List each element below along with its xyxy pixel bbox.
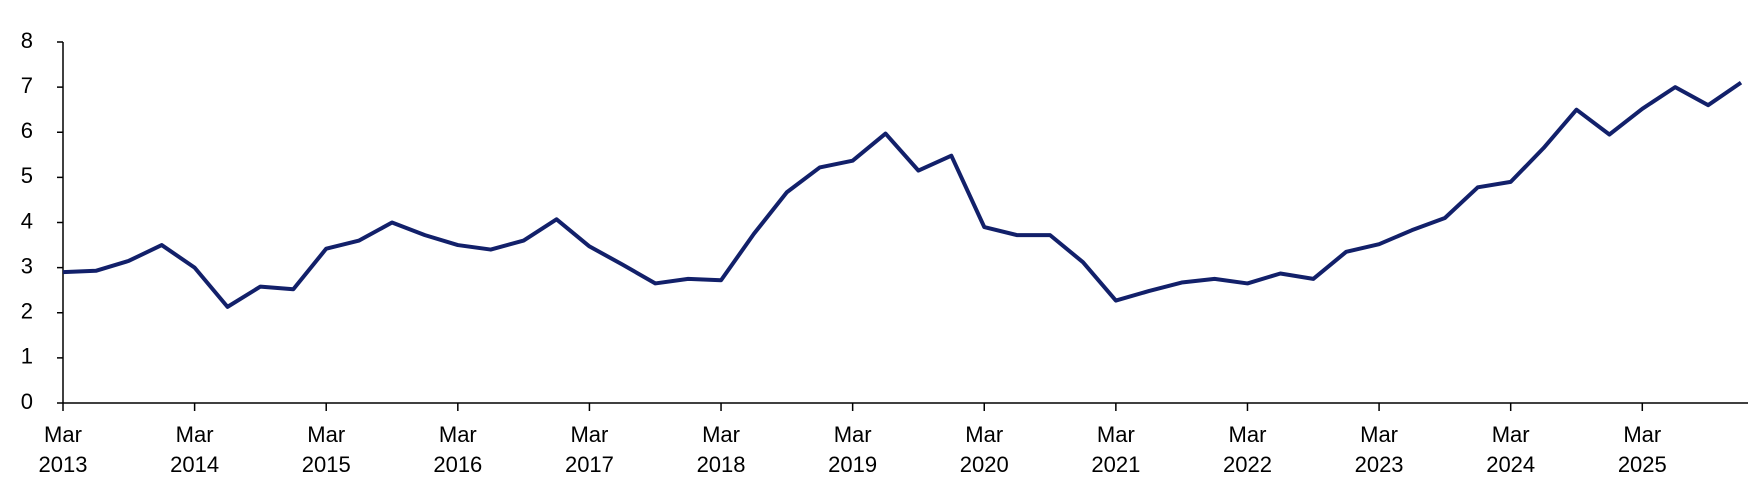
x-tick-label: Mar 2015 [302, 422, 351, 477]
y-tick-label: 2 [21, 299, 33, 324]
x-tick-label: Mar 2020 [960, 422, 1009, 477]
x-tick-label-line: Mar [965, 422, 1003, 447]
x-tick-label-line: 2025 [1618, 452, 1667, 477]
y-tick-label: 7 [21, 73, 33, 98]
x-tick-label: Mar 2025 [1618, 422, 1667, 477]
x-tick-label-line: 2021 [1091, 452, 1140, 477]
x-tick-label: Mar 2014 [170, 422, 219, 477]
y-tick-label: 4 [21, 208, 33, 233]
x-tick-label-line: 2023 [1355, 452, 1404, 477]
x-tick-label-line: Mar [439, 422, 477, 447]
y-tick-label: 3 [21, 253, 33, 278]
x-tick-label-line: 2017 [565, 452, 614, 477]
x-tick-label-line: Mar [702, 422, 740, 447]
x-tick-label: Mar 2023 [1355, 422, 1404, 477]
x-tick-label-line: Mar [1492, 422, 1530, 447]
x-tick-label-line: 2018 [697, 452, 746, 477]
x-tick-label-line: 2016 [433, 452, 482, 477]
x-tick-label-line: Mar [44, 422, 82, 447]
x-tick-label: Mar 2022 [1223, 422, 1272, 477]
y-tick-label: 0 [21, 389, 33, 414]
y-tick-label: 8 [21, 28, 33, 53]
x-tick-label-line: 2024 [1486, 452, 1535, 477]
y-tick-label: 6 [21, 118, 33, 143]
x-tick-label: Mar 2013 [39, 422, 88, 477]
x-tick-label-line: Mar [834, 422, 872, 447]
x-tick-label-line: 2020 [960, 452, 1009, 477]
x-tick-label-line: 2019 [828, 452, 877, 477]
x-tick-label-line: 2014 [170, 452, 219, 477]
x-tick-label: Mar 2021 [1091, 422, 1140, 477]
y-tick-label: 5 [21, 163, 33, 188]
y-tick-label: 1 [21, 344, 33, 369]
x-tick-label-line: Mar [176, 422, 214, 447]
x-tick-label: Mar 2016 [433, 422, 482, 477]
x-tick-label: Mar 2019 [828, 422, 877, 477]
x-tick-label-line: Mar [1097, 422, 1135, 447]
x-tick-label: Mar 2017 [565, 422, 614, 477]
x-tick-label-line: Mar [1623, 422, 1661, 447]
x-tick-label-line: 2013 [39, 452, 88, 477]
x-tick-label-line: 2022 [1223, 452, 1272, 477]
x-tick-label-line: Mar [570, 422, 608, 447]
x-tick-label: Mar 2024 [1486, 422, 1535, 477]
x-tick-label-line: 2015 [302, 452, 351, 477]
x-tick-label-line: Mar [1360, 422, 1398, 447]
x-tick-label: Mar 2018 [697, 422, 746, 477]
x-tick-label-line: Mar [1229, 422, 1267, 447]
line-series [62, 80, 1743, 309]
x-tick-label-line: Mar [307, 422, 345, 447]
